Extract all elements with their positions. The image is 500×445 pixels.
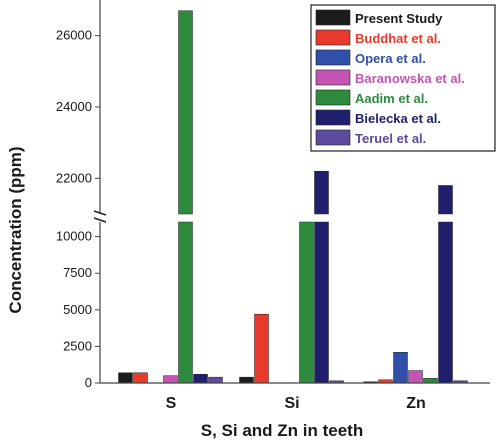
x-category-label: Zn <box>406 395 426 412</box>
y-tick-label: 7500 <box>63 265 92 280</box>
bar-segment-lower <box>178 221 193 384</box>
bar-s-present-study <box>118 372 133 384</box>
bar-si-bielecka-et-al- <box>314 170 329 384</box>
bar-segment <box>254 313 269 384</box>
bar-segment-lower <box>438 221 453 384</box>
bar-s-bielecka-et-al- <box>193 373 208 384</box>
legend-label: Present Study <box>355 11 443 26</box>
bar-s-teruel-et-al- <box>208 376 223 384</box>
x-category-label: Si <box>284 395 299 412</box>
bar-zn-bielecka-et-al- <box>438 185 453 384</box>
bar-segment-lower <box>299 221 314 384</box>
legend-entry: Teruel et al. <box>315 129 426 146</box>
bar-segment <box>423 378 438 384</box>
bar-zn-opera-et-al- <box>393 352 408 384</box>
legend-swatch <box>315 9 351 26</box>
legend-entry: Bielecka et al. <box>315 109 441 126</box>
bar-segment <box>208 376 223 384</box>
bar-segment-upper <box>314 170 329 215</box>
legend-swatch <box>315 29 351 46</box>
legend-label: Opera et al. <box>355 51 426 66</box>
y-tick-label: 0 <box>85 375 92 390</box>
y-tick-label: 26000 <box>56 28 92 43</box>
legend-swatch <box>315 89 351 106</box>
bar-segment-upper <box>438 185 453 215</box>
bar-segment <box>193 373 208 384</box>
legend-label: Teruel et al. <box>355 131 426 146</box>
bar-si-present-study <box>239 376 254 384</box>
legend-swatch <box>315 69 351 86</box>
legend-entry: Present Study <box>315 9 443 26</box>
x-axis-title: S, Si and Zn in teeth <box>201 421 363 440</box>
bar-s-baranowska-et-al- <box>163 375 178 384</box>
legend-entry: Aadim et al. <box>315 89 428 106</box>
legend-entry: Buddhat et al. <box>315 29 441 46</box>
bar-segment <box>118 372 133 384</box>
y-tick-label: 2500 <box>63 338 92 353</box>
bar-zn-baranowska-et-al- <box>408 370 423 384</box>
y-tick-label: 22000 <box>56 170 92 185</box>
legend-label: Bielecka et al. <box>355 111 441 126</box>
bar-segment <box>133 372 148 384</box>
legend-swatch <box>315 109 351 126</box>
bar-zn-aadim-et-al- <box>423 378 438 384</box>
legend-entry: Opera et al. <box>315 49 426 66</box>
y-axis-title: Concentration (ppm) <box>6 146 25 313</box>
bar-segment <box>393 352 408 384</box>
bar-s-buddhat-et-al- <box>133 372 148 384</box>
bar-segment <box>163 375 178 384</box>
legend-label: Buddhat et al. <box>355 31 441 46</box>
bar-s-aadim-et-al- <box>178 10 193 384</box>
bar-si-aadim-et-al- <box>299 221 314 384</box>
y-tick-label: 24000 <box>56 99 92 114</box>
y-tick-label: 5000 <box>63 302 92 317</box>
axis-break-mark <box>93 210 107 223</box>
bar-si-buddhat-et-al- <box>254 313 269 384</box>
bar-segment <box>239 376 254 384</box>
legend-label: Aadim et al. <box>355 91 428 106</box>
legend-entry: Baranowska et al. <box>315 69 465 86</box>
bar-segment <box>408 370 423 384</box>
legend-label: Baranowska et al. <box>355 71 465 86</box>
bar-segment-upper <box>178 10 193 215</box>
y-tick-label: 10000 <box>56 229 92 244</box>
legend-swatch <box>315 129 351 146</box>
x-category-label: S <box>166 395 177 412</box>
legend-swatch <box>315 49 351 66</box>
bar-segment-lower <box>314 221 329 384</box>
